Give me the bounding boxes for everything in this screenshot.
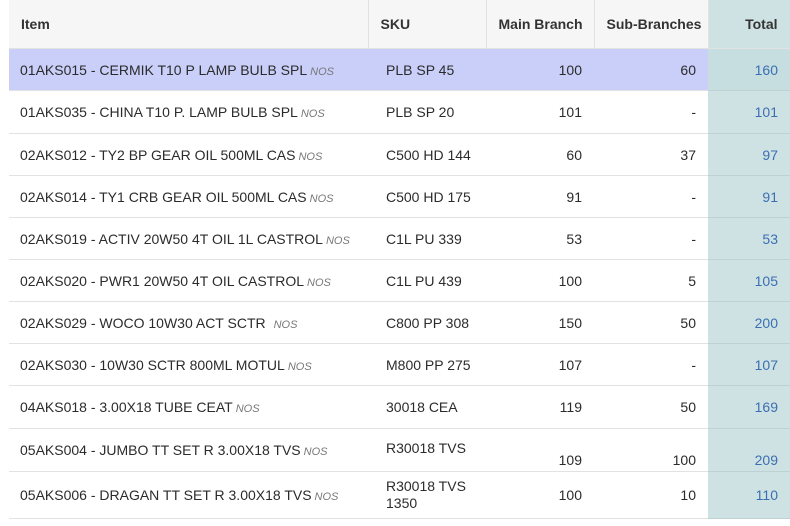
- sub-branches-cell: -: [594, 175, 708, 218]
- nos-tag: NOS: [303, 446, 328, 458]
- item-name: 02AKS019 - ACTIV 20W50 4T OIL 1L CASTROL: [20, 230, 323, 247]
- nos-tag: NOS: [235, 403, 260, 415]
- item-cell: 01AKS035 - CHINA T10 P. LAMP BULB SPL NOS: [9, 90, 368, 134]
- sku-cell: C500 HD 175: [368, 175, 486, 218]
- item-name: 04AKS018 - 3.00X18 TUBE CEAT: [20, 399, 233, 415]
- item-name: 02AKS014 - TY1 CRB GEAR OIL 500ML CAS: [20, 188, 307, 205]
- table-row[interactable]: 02AKS029 - WOCO 10W30 ACT SCTR NOS C800 P…: [9, 301, 790, 344]
- nos-tag: NOS: [273, 318, 298, 331]
- item-name: 05AKS004 - JUMBO TT SET R 3.00X18 TVS: [20, 442, 301, 458]
- table-row[interactable]: 02AKS030 - 10W30 SCTR 800ML MOTUL NOS M80…: [9, 343, 790, 386]
- sub-branches-cell: 50: [594, 301, 708, 344]
- column-header-sub-branches[interactable]: Sub-Branches: [594, 0, 709, 49]
- total-cell[interactable]: 169: [708, 385, 790, 429]
- item-cell: 04AKS018 - 3.00X18 TUBE CEAT NOS: [9, 385, 368, 429]
- column-header-total[interactable]: Total: [708, 0, 790, 49]
- item-cell: 02AKS014 - TY1 CRB GEAR OIL 500ML CAS NOS: [9, 175, 368, 218]
- column-header-item[interactable]: Item: [9, 0, 369, 49]
- sku-cell: C500 HD 144: [368, 133, 486, 176]
- sku-cell: M800 PP 275: [368, 343, 486, 386]
- sku-cell: C800 PP 308: [368, 301, 486, 344]
- main-branch-cell: 109: [486, 428, 594, 472]
- total-cell[interactable]: 91: [708, 175, 790, 218]
- main-branch-cell: 150: [486, 301, 594, 344]
- item-name: 01AKS015 - CERMIK T10 P LAMP BULB SPL: [20, 61, 308, 78]
- table-row[interactable]: 02AKS020 - PWR1 20W50 4T OIL CASTROL NOS …: [9, 259, 790, 302]
- sku-cell: PLB SP 45: [368, 48, 486, 91]
- sku-cell: 30018 CEA: [368, 385, 486, 429]
- sub-branches-cell: 60: [594, 48, 708, 91]
- nos-tag: NOS: [300, 108, 325, 120]
- table-row[interactable]: 02AKS014 - TY1 CRB GEAR OIL 500ML CAS NOS…: [9, 175, 790, 218]
- total-cell[interactable]: 110: [708, 471, 790, 519]
- item-cell: 01AKS015 - CERMIK T10 P LAMP BULB SPL NOS: [9, 48, 368, 91]
- main-branch-cell: 100: [486, 259, 594, 302]
- inventory-table: Item SKU Main Branch Sub-Branches Total …: [9, 0, 790, 519]
- nos-tag: NOS: [287, 360, 312, 373]
- item-cell: 02AKS029 - WOCO 10W30 ACT SCTR NOS: [9, 301, 368, 344]
- nos-tag: NOS: [309, 192, 334, 205]
- sku-cell: C1L PU 439: [368, 259, 486, 302]
- main-branch-cell: 107: [486, 343, 594, 386]
- item-cell: 05AKS004 - JUMBO TT SET R 3.00X18 TVS NOS: [9, 428, 368, 472]
- sku-cell: R30018 TVS: [368, 428, 486, 472]
- table-row[interactable]: 01AKS015 - CERMIK T10 P LAMP BULB SPL NOS…: [9, 48, 790, 91]
- item-cell: 02AKS019 - ACTIV 20W50 4T OIL 1L CASTROL…: [9, 217, 368, 260]
- item-name: 02AKS012 - TY2 BP GEAR OIL 500ML CAS: [20, 146, 296, 163]
- main-branch-cell: 60: [486, 133, 594, 176]
- sku-cell: PLB SP 20: [368, 90, 486, 134]
- item-name: 02AKS030 - 10W30 SCTR 800ML MOTUL: [20, 356, 285, 373]
- column-header-main-branch[interactable]: Main Branch: [486, 0, 595, 49]
- item-cell: 02AKS012 - TY2 BP GEAR OIL 500ML CAS NOS: [9, 133, 368, 176]
- table-row[interactable]: 04AKS018 - 3.00X18 TUBE CEAT NOS 30018 CE…: [9, 385, 790, 429]
- main-branch-cell: 91: [486, 175, 594, 218]
- total-cell[interactable]: 97: [708, 133, 790, 176]
- sub-branches-cell: -: [594, 343, 708, 386]
- nos-tag: NOS: [314, 491, 339, 503]
- table-row[interactable]: 01AKS035 - CHINA T10 P. LAMP BULB SPL NOS…: [9, 90, 790, 134]
- total-cell[interactable]: 107: [708, 343, 790, 386]
- sku-cell: C1L PU 339: [368, 217, 486, 260]
- table-row[interactable]: 02AKS012 - TY2 BP GEAR OIL 500ML CAS NOS …: [9, 133, 790, 176]
- item-cell: 02AKS020 - PWR1 20W50 4T OIL CASTROL NOS: [9, 259, 368, 302]
- nos-tag: NOS: [307, 276, 331, 289]
- item-name: 02AKS029 - WOCO 10W30 ACT SCTR: [20, 314, 266, 331]
- main-branch-cell: 100: [486, 471, 594, 519]
- item-cell: 05AKS006 - DRAGAN TT SET R 3.00X18 TVS NO…: [9, 471, 368, 519]
- item-name: 02AKS020 - PWR1 20W50 4T OIL CASTROL: [20, 272, 305, 289]
- column-header-sku[interactable]: SKU: [368, 0, 487, 49]
- table-header-row: Item SKU Main Branch Sub-Branches Total: [9, 0, 790, 49]
- item-cell: 02AKS030 - 10W30 SCTR 800ML MOTUL NOS: [9, 343, 368, 386]
- table-row[interactable]: 02AKS019 - ACTIV 20W50 4T OIL 1L CASTROL…: [9, 217, 790, 260]
- nos-tag: NOS: [298, 150, 323, 163]
- main-branch-cell: 53: [486, 217, 594, 260]
- sub-branches-cell: 10: [594, 471, 708, 519]
- sub-branches-cell: 5: [594, 259, 708, 302]
- total-cell[interactable]: 160: [708, 48, 790, 91]
- sub-branches-cell: -: [594, 217, 708, 260]
- sub-branches-cell: 100: [594, 428, 708, 472]
- table-row[interactable]: 05AKS006 - DRAGAN TT SET R 3.00X18 TVS NO…: [9, 471, 790, 519]
- total-cell[interactable]: 101: [708, 90, 790, 134]
- sub-branches-cell: -: [594, 90, 708, 134]
- main-branch-cell: 100: [486, 48, 594, 91]
- item-name: 01AKS035 - CHINA T10 P. LAMP BULB SPL: [20, 104, 298, 120]
- sku-text: R30018 TVS 1350: [386, 478, 466, 511]
- sku-cell: R30018 TVS 1350: [368, 471, 486, 519]
- item-name: 05AKS006 - DRAGAN TT SET R 3.00X18 TVS: [20, 487, 312, 503]
- nos-tag: NOS: [325, 234, 350, 247]
- total-cell[interactable]: 209: [708, 428, 790, 472]
- total-cell[interactable]: 200: [708, 301, 790, 344]
- nos-tag: NOS: [310, 65, 334, 78]
- table-row[interactable]: 05AKS004 - JUMBO TT SET R 3.00X18 TVS NOS…: [9, 428, 790, 472]
- main-branch-cell: 101: [486, 90, 594, 134]
- total-cell[interactable]: 53: [708, 217, 790, 260]
- sub-branches-cell: 37: [594, 133, 708, 176]
- total-cell[interactable]: 105: [708, 259, 790, 302]
- main-branch-cell: 119: [486, 385, 594, 429]
- sub-branches-cell: 50: [594, 385, 708, 429]
